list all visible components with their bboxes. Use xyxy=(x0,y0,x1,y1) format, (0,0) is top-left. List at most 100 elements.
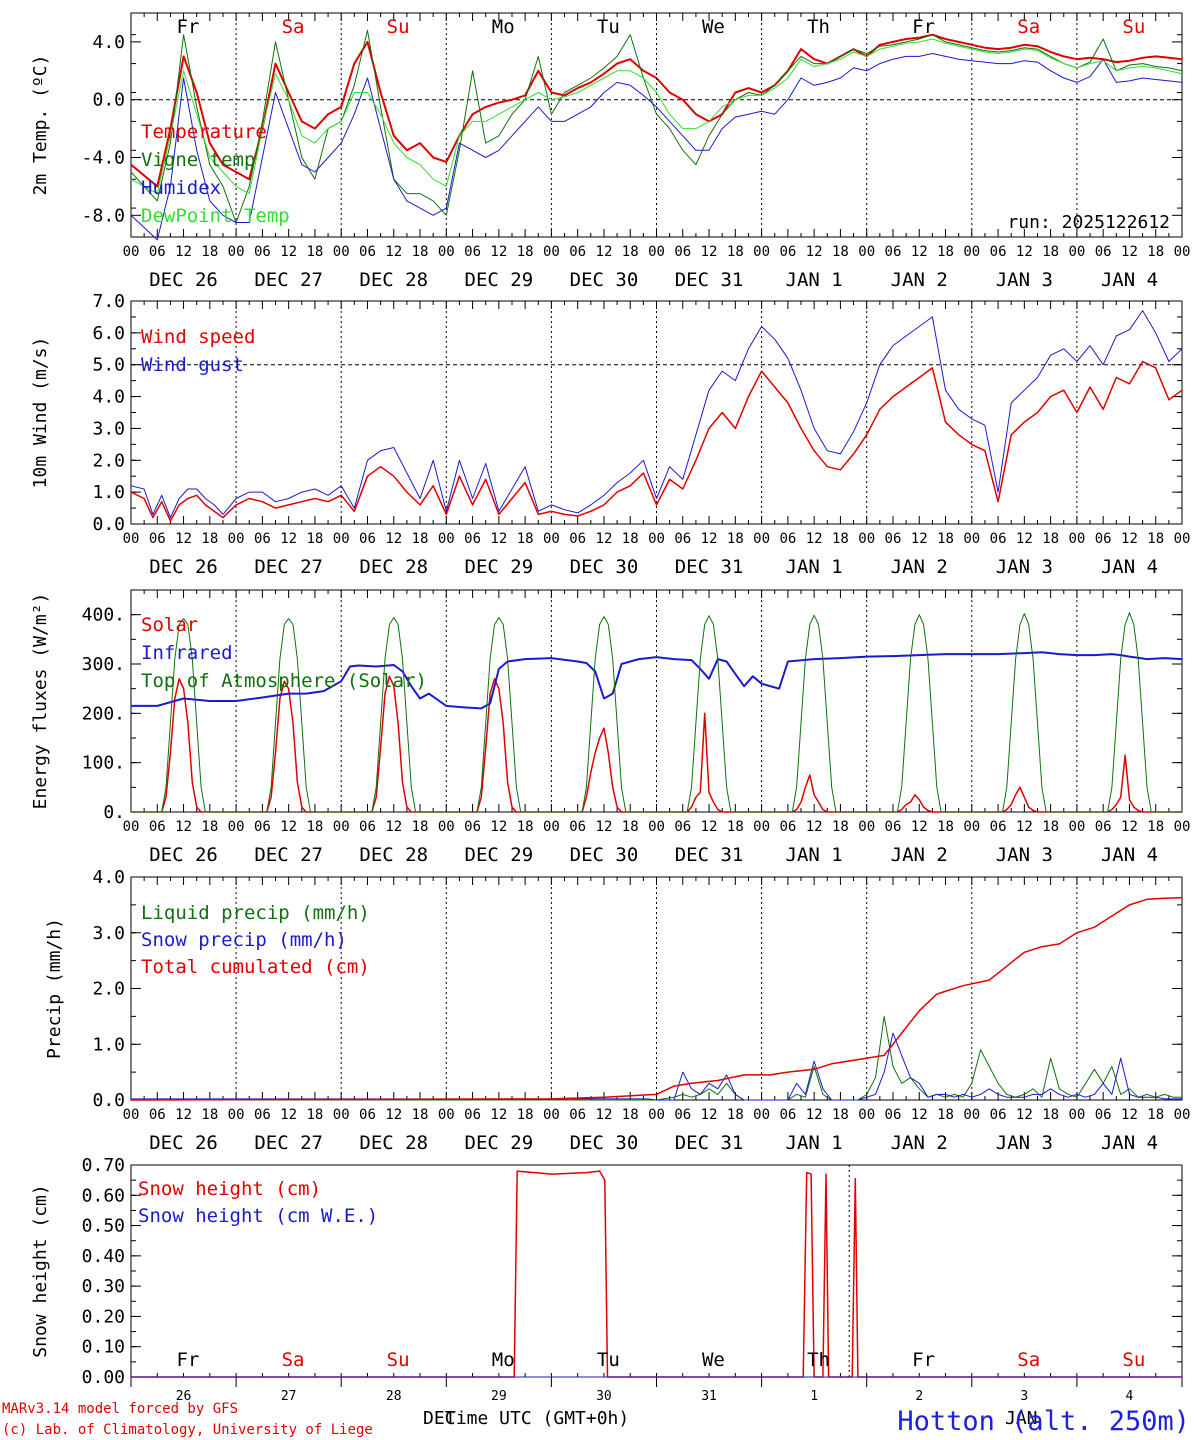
hour-tick-label: 06 xyxy=(254,1107,271,1123)
hour-tick-label: 18 xyxy=(727,244,744,260)
hour-tick-label: 18 xyxy=(1042,819,1059,835)
hour-tick-label: 06 xyxy=(254,819,271,835)
hour-tick-label: 06 xyxy=(254,244,271,260)
weekday-label: Su xyxy=(1122,1349,1145,1371)
panel-precip: 0.0 1.0 2.0 3.0 4.0 Precip (mm/h) Liquid preci… xyxy=(44,867,1190,1154)
y-tick-label: 1.0 xyxy=(92,1034,125,1055)
hour-tick-label: 18 xyxy=(412,531,429,547)
hour-tick-label: 06 xyxy=(464,1107,481,1123)
date-label: JAN 4 xyxy=(1101,269,1158,291)
hour-tick-label: 18 xyxy=(306,244,323,260)
hour-tick-label: 12 xyxy=(1121,819,1138,835)
hour-tick-label: 06 xyxy=(149,1107,166,1123)
y-tick-label: 400. xyxy=(82,605,125,626)
hour-tick-label: 12 xyxy=(490,531,507,547)
date-label: DEC 29 xyxy=(465,269,534,291)
legend-liquid-precip-mm-h-: Liquid precip (mm/h) xyxy=(141,902,370,924)
y-axis-title: Energy fluxes (W/m²) xyxy=(30,593,51,810)
date-label: DEC 26 xyxy=(149,269,218,291)
hour-tick-label: 06 xyxy=(359,244,376,260)
hour-tick-label: 00 xyxy=(963,244,980,260)
weekday-label: Fr xyxy=(176,1349,199,1371)
hour-tick-label: 00 xyxy=(543,244,560,260)
panel-wind: 0.0 1.0 2.0 3.0 4.0 5.0 6.0 7.0 10m Wind (m/s) Wi… xyxy=(30,291,1190,578)
hour-tick-label: 18 xyxy=(201,1107,218,1123)
hour-tick-label: 18 xyxy=(306,1107,323,1123)
hour-tick-label: 18 xyxy=(937,244,954,260)
y-tick-label: 0.30 xyxy=(82,1276,125,1297)
date-label: DEC 31 xyxy=(675,269,744,291)
series-wind-speed xyxy=(130,360,1183,522)
hour-tick-label: 00 xyxy=(333,531,350,547)
hour-tick-label: 00 xyxy=(753,1107,770,1123)
hour-tick-label: 00 xyxy=(858,1107,875,1123)
hour-tick-label: 06 xyxy=(885,531,902,547)
hour-tick-label: 18 xyxy=(1042,531,1059,547)
weekday-label: Sa xyxy=(1017,16,1040,38)
hour-tick-label: 12 xyxy=(911,244,928,260)
hour-tick-label: 18 xyxy=(937,1107,954,1123)
y-tick-label: 300. xyxy=(82,654,125,675)
y-tick-label: 0.70 xyxy=(82,1155,125,1176)
date-label: DEC 31 xyxy=(675,1132,744,1154)
date-label: DEC 29 xyxy=(465,556,534,578)
hour-tick-label: 18 xyxy=(306,819,323,835)
date-label: DEC 27 xyxy=(254,1132,323,1154)
hour-tick-label: 18 xyxy=(622,819,639,835)
hour-tick-label: 00 xyxy=(1174,819,1191,835)
y-tick-label: 5.0 xyxy=(92,355,125,376)
hour-tick-label: 06 xyxy=(569,531,586,547)
weekday-label: Fr xyxy=(912,1349,935,1371)
hour-tick-label: 12 xyxy=(385,244,402,260)
hour-tick-label: 18 xyxy=(832,244,849,260)
date-label: DEC 30 xyxy=(570,1132,639,1154)
y-tick-label: 1.0 xyxy=(92,482,125,503)
hour-tick-label: 18 xyxy=(727,1107,744,1123)
hour-tick-label: 00 xyxy=(648,819,665,835)
hour-tick-label: 06 xyxy=(885,1107,902,1123)
weekday-label: Fr xyxy=(912,16,935,38)
hour-tick-label: 12 xyxy=(280,1107,297,1123)
hour-tick-label: 12 xyxy=(911,1107,928,1123)
hour-tick-label: 00 xyxy=(228,819,245,835)
hour-tick-label: 12 xyxy=(596,244,613,260)
hour-tick-label: 18 xyxy=(201,531,218,547)
hour-tick-label: 18 xyxy=(517,819,534,835)
date-label: DEC 26 xyxy=(149,844,218,866)
hour-tick-label: 18 xyxy=(622,244,639,260)
legend-total-cumulated-cm-: Total cumulated (cm) xyxy=(141,956,370,978)
date-label: JAN 2 xyxy=(891,1132,948,1154)
date-label: DEC 28 xyxy=(359,556,428,578)
day-number-label: 31 xyxy=(701,1389,717,1404)
hour-tick-label: 18 xyxy=(937,531,954,547)
hour-tick-label: 06 xyxy=(149,244,166,260)
y-tick-label: 4.0 xyxy=(92,867,125,888)
y-tick-label: 0.10 xyxy=(82,1337,125,1358)
y-tick-label: 200. xyxy=(82,703,125,724)
hour-tick-label: 12 xyxy=(596,819,613,835)
day-number-label: 3 xyxy=(1020,1389,1028,1404)
y-axis-title: Snow height (cm) xyxy=(30,1184,51,1357)
hour-tick-label: 12 xyxy=(175,819,192,835)
hour-tick-label: 18 xyxy=(1042,1107,1059,1123)
hour-tick-label: 06 xyxy=(464,531,481,547)
hour-tick-label: 12 xyxy=(490,1107,507,1123)
hour-tick-label: 12 xyxy=(175,244,192,260)
hour-tick-label: 06 xyxy=(990,244,1007,260)
hour-tick-label: 12 xyxy=(911,531,928,547)
hour-tick-label: 12 xyxy=(701,244,718,260)
legend-infrared: Infrared xyxy=(141,642,233,664)
date-label: DEC 28 xyxy=(359,844,428,866)
hour-tick-label: 00 xyxy=(753,819,770,835)
y-tick-label: 4.0 xyxy=(92,32,125,53)
y-tick-label: 2.0 xyxy=(92,979,125,1000)
hour-tick-label: 18 xyxy=(1042,244,1059,260)
series-dewpoint-temp xyxy=(130,38,1183,195)
hour-tick-label: 12 xyxy=(701,819,718,835)
hour-tick-label: 18 xyxy=(622,1107,639,1123)
y-tick-label: 0.0 xyxy=(92,514,125,535)
hour-tick-label: 18 xyxy=(832,531,849,547)
day-number-label: 27 xyxy=(281,1389,297,1404)
hour-tick-label: 00 xyxy=(1174,244,1191,260)
hour-tick-label: 00 xyxy=(648,1107,665,1123)
